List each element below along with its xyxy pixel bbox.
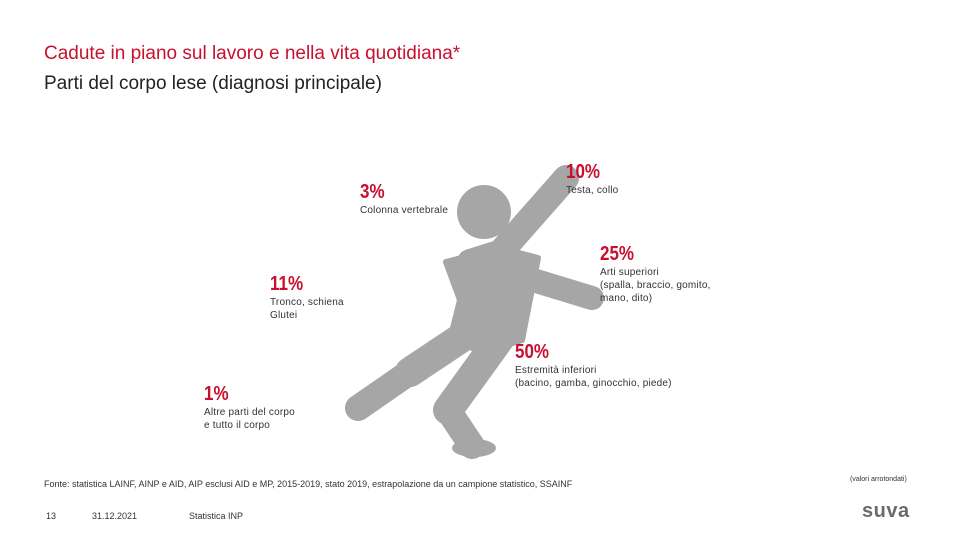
stat-label: Colonna vertebrale (360, 205, 449, 216)
footer-org: Statistica INP (189, 511, 244, 521)
stat-percentage: 25% (600, 243, 635, 265)
stat-label: e tutto il corpo (204, 420, 271, 431)
stat-trunk-back: 11% Tronco, schiena Glutei (270, 272, 344, 322)
stat-lower-extremities: 50% Estremità inferiori (bacino, gamba, … (515, 340, 672, 390)
suva-logo: suva (862, 500, 910, 522)
figure-left-shin (345, 359, 423, 421)
stat-spine: 3% Colonna vertebrale (360, 180, 448, 217)
stat-label: Testa, collo (566, 185, 619, 196)
stat-percentage: 10% (566, 161, 601, 183)
figure-shoulder (457, 239, 515, 275)
stat-percentage: 3% (360, 181, 385, 203)
figure-lower-arm (488, 258, 604, 310)
stat-head-neck: 10% Testa, collo (566, 160, 618, 197)
figure-right-thigh (433, 323, 515, 425)
stat-percentage: 1% (204, 383, 229, 405)
stat-label: Estremità inferiori (515, 365, 597, 376)
stat-label: (spalla, braccio, gomito, (600, 280, 711, 291)
stat-label: Altre parti del corpo (204, 407, 295, 418)
stat-label: Glutei (270, 310, 298, 321)
page-number: 13 (46, 511, 57, 521)
stat-upper-limbs: 25% Arti superiori (spalla, braccio, gom… (600, 242, 711, 305)
rounded-values-note: (valori arrotondati) (850, 476, 907, 483)
stat-label: mano, dito) (600, 293, 653, 304)
stat-other-parts: 1% Altre parti del corpo e tutto il corp… (204, 382, 295, 432)
stat-percentage: 11% (270, 273, 304, 295)
stat-label: Arti superiori (600, 267, 659, 278)
stat-percentage: 50% (515, 341, 550, 363)
stat-label: (bacino, gamba, ginocchio, piede) (515, 378, 672, 389)
slide-title: Cadute in piano sul lavoro e nella vita … (44, 43, 461, 64)
stat-label: Tronco, schiena (270, 297, 344, 308)
slide-subtitle: Parti del corpo lese (diagnosi principal… (44, 73, 382, 94)
footer-date: 31.12.2021 (92, 511, 138, 521)
figure-head (457, 185, 511, 239)
source-text: Fonte: statistica LAINF, AINP e AID, AIP… (44, 479, 573, 489)
figure-foot (452, 439, 496, 457)
